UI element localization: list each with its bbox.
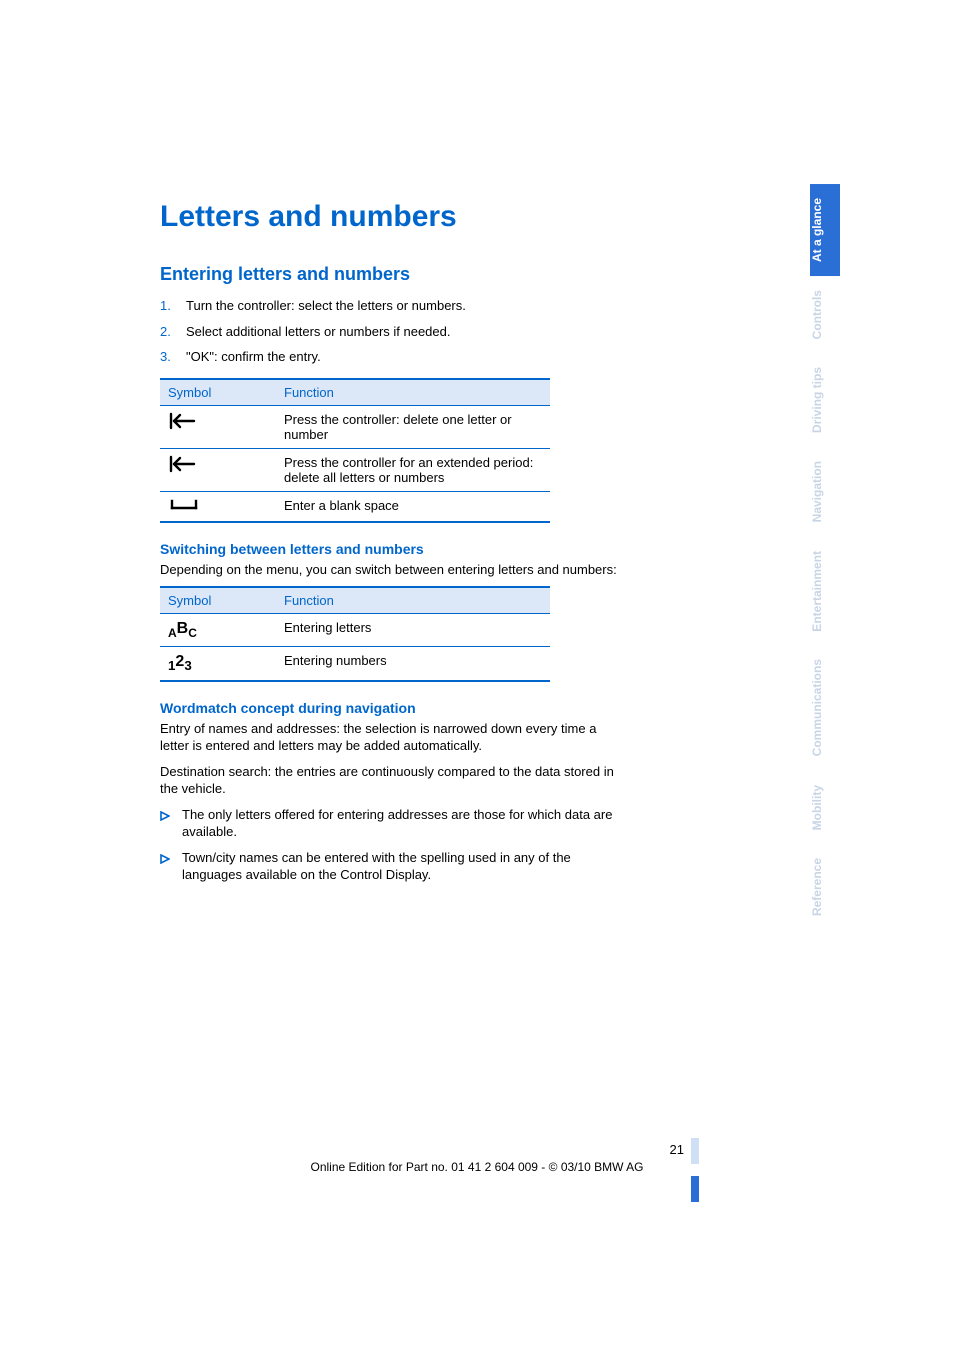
table-head-symbol: Symbol [160, 587, 276, 614]
table-head-function: Function [276, 587, 550, 614]
symbol-cell: ABC [160, 614, 276, 647]
function-cell: Enter a blank space [276, 491, 550, 522]
tab-reference[interactable]: Reference [810, 844, 840, 930]
table-head-symbol: Symbol [160, 379, 276, 406]
step-item: 2. Select additional letters or numbers i… [160, 323, 620, 341]
wordmatch-p2: Destination search: the entries are cont… [160, 763, 620, 798]
wordmatch-p1: Entry of names and addresses: the select… [160, 720, 620, 755]
page-indicator-dark [691, 1176, 699, 1202]
bullet-text: The only letters offered for entering ad… [182, 807, 612, 840]
bullet-list: The only letters offered for entering ad… [160, 806, 620, 884]
delete-icon [168, 412, 198, 430]
triangle-bullet-icon [160, 808, 170, 818]
main-content: Letters and numbers Entering letters and… [160, 200, 620, 892]
delete-icon [168, 455, 198, 473]
side-tabs: At a glance Controls Driving tips Naviga… [810, 184, 840, 930]
table-head-function: Function [276, 379, 550, 406]
bullet-text: Town/city names can be entered with the … [182, 850, 571, 883]
page-title: Letters and numbers [160, 200, 620, 234]
table-row: Press the controller for an extended per… [160, 448, 550, 491]
tab-driving-tips[interactable]: Driving tips [810, 353, 840, 447]
step-text: Turn the controller: select the letters … [186, 298, 466, 313]
bullet-item: Town/city names can be entered with the … [160, 849, 620, 884]
tab-at-a-glance[interactable]: At a glance [810, 184, 840, 276]
symbol-function-table-1: Symbol Function Press the controller: de… [160, 378, 550, 523]
space-icon [168, 498, 200, 512]
symbol-function-table-2: Symbol Function ABC Entering letters 123… [160, 586, 550, 681]
table-row: ABC Entering letters [160, 614, 550, 647]
step-item: 1. Turn the controller: select the letter… [160, 297, 620, 315]
tab-entertainment[interactable]: Entertainment [810, 537, 840, 646]
step-number: 3. [160, 348, 171, 366]
step-text: "OK": confirm the entry. [186, 349, 321, 364]
table-row: Enter a blank space [160, 491, 550, 522]
switching-intro: Depending on the menu, you can switch be… [160, 561, 620, 579]
table-row: 123 Entering numbers [160, 647, 550, 681]
bullet-item: The only letters offered for entering ad… [160, 806, 620, 841]
symbol-cell [160, 491, 276, 522]
section-heading-wordmatch: Wordmatch concept during navigation [160, 700, 620, 716]
tab-communications[interactable]: Communications [810, 645, 840, 770]
page-number: 21 [670, 1142, 684, 1157]
letters-icon: ABC [168, 620, 197, 637]
section-heading-entering: Entering letters and numbers [160, 264, 620, 285]
step-item: 3. "OK": confirm the entry. [160, 348, 620, 366]
symbol-cell [160, 448, 276, 491]
function-cell: Entering letters [276, 614, 550, 647]
footer-text: Online Edition for Part no. 01 41 2 604 … [0, 1160, 954, 1174]
page: Letters and numbers Entering letters and… [0, 0, 954, 1350]
step-number: 1. [160, 297, 171, 315]
symbol-cell [160, 405, 276, 448]
triangle-bullet-icon [160, 851, 170, 861]
symbol-cell: 123 [160, 647, 276, 681]
tab-mobility[interactable]: Mobility [810, 771, 840, 844]
table-row: Press the controller: delete one letter … [160, 405, 550, 448]
function-cell: Press the controller for an extended per… [276, 448, 550, 491]
step-text: Select additional letters or numbers if … [186, 324, 451, 339]
tab-navigation[interactable]: Navigation [810, 447, 840, 536]
section-heading-switching: Switching between letters and numbers [160, 541, 620, 557]
tab-controls[interactable]: Controls [810, 276, 840, 353]
steps-list: 1. Turn the controller: select the letter… [160, 297, 620, 366]
function-cell: Entering numbers [276, 647, 550, 681]
numbers-icon: 123 [168, 653, 192, 670]
function-cell: Press the controller: delete one letter … [276, 405, 550, 448]
step-number: 2. [160, 323, 171, 341]
